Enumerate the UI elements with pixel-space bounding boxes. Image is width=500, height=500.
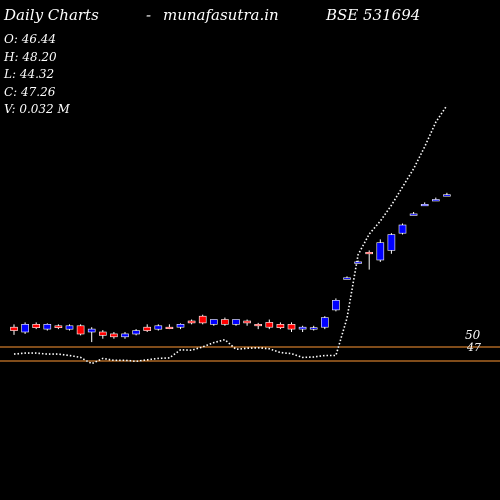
candle — [99, 330, 107, 339]
candle-body-up — [320, 317, 329, 328]
candle — [87, 327, 96, 343]
candle-body-up — [87, 328, 96, 333]
candle-body-down — [165, 326, 174, 330]
candle-body-up — [154, 325, 163, 330]
candle-body-up — [420, 204, 429, 207]
candle — [132, 329, 140, 336]
candle — [54, 324, 63, 330]
candle-body-up — [176, 323, 185, 328]
candle — [243, 319, 251, 326]
header-daily-charts: Daily Charts — [3, 6, 99, 24]
candle — [198, 314, 207, 325]
candle-body-up — [43, 323, 52, 330]
candle — [121, 332, 129, 339]
candle-body-up — [232, 319, 240, 325]
candle-body-down — [54, 325, 63, 328]
candle — [343, 276, 351, 280]
candle-body-up — [343, 277, 351, 280]
candle-body-down — [76, 325, 85, 335]
candle — [187, 319, 196, 325]
candle — [365, 250, 374, 270]
candle — [320, 316, 329, 330]
candle — [154, 324, 163, 331]
candle-body-up — [298, 326, 307, 330]
candle-body-up — [354, 261, 362, 264]
candle — [76, 324, 85, 336]
trend-line — [13, 104, 448, 365]
header-dash: - — [146, 6, 151, 24]
ohlc-low: L: 44.32 — [3, 67, 54, 81]
candle — [332, 298, 340, 312]
candle — [21, 322, 29, 334]
candle — [265, 319, 274, 330]
candle-body-down — [365, 252, 374, 255]
candle — [65, 324, 74, 331]
candle-body-down — [198, 315, 207, 324]
candle — [276, 322, 285, 330]
candle — [221, 317, 229, 326]
ohlc-close: C: 47.26 — [4, 85, 56, 99]
header-site: munafasutra.in — [163, 6, 279, 24]
candle-body-up — [309, 327, 318, 330]
candle — [32, 322, 41, 330]
candle — [10, 324, 18, 335]
candle — [143, 324, 151, 332]
level-label-upper: 50 — [465, 328, 481, 342]
candle-body-down — [221, 319, 229, 325]
candle — [298, 325, 307, 332]
ohlc-open: O: 46.44 — [4, 32, 56, 46]
ohlc-volume: V: 0.032 M — [4, 102, 70, 116]
candle-body-up — [132, 330, 140, 335]
candle-body-up — [387, 234, 396, 251]
candle — [165, 324, 174, 330]
candle-body-down — [32, 323, 41, 328]
candle — [354, 260, 362, 264]
candle-body-up — [121, 333, 129, 338]
candle-body-up — [332, 299, 340, 311]
candle — [232, 319, 240, 326]
candle — [110, 332, 118, 339]
candle — [420, 202, 429, 207]
candle — [398, 223, 407, 235]
candle-body-down — [287, 323, 296, 330]
candle-body-down — [276, 323, 285, 328]
candle-body-down — [10, 326, 18, 331]
candle-body-up — [409, 213, 418, 216]
candle-body-up — [431, 199, 440, 202]
candle — [376, 239, 385, 262]
candle-body-up — [65, 325, 74, 330]
candle — [409, 212, 418, 216]
candle — [387, 233, 396, 254]
candle-body-up — [443, 194, 451, 197]
candle-body-down — [99, 331, 107, 336]
candle — [309, 325, 318, 331]
candle-body-up — [398, 224, 407, 234]
candle — [176, 323, 185, 330]
candle-body-up — [21, 323, 29, 333]
candle — [287, 322, 296, 332]
header-symbol: BSE 531694 — [325, 6, 420, 24]
candle — [443, 192, 451, 197]
candles — [10, 192, 451, 343]
candle-body-down — [110, 333, 118, 338]
level-label-lower: 47 — [466, 341, 481, 354]
candle — [210, 319, 218, 326]
candle — [43, 323, 52, 331]
candle-body-down — [143, 326, 151, 331]
candle-body-down — [243, 320, 251, 324]
candle-body-down — [187, 320, 196, 324]
candle-body-up — [210, 319, 218, 325]
trend-line-path — [13, 104, 448, 365]
ohlc-high: H: 48.20 — [3, 50, 57, 64]
candle-body-down — [265, 322, 274, 328]
candle — [431, 197, 440, 202]
candle-body-up — [376, 242, 385, 261]
candle-body-down — [254, 323, 262, 327]
candle — [254, 322, 262, 330]
